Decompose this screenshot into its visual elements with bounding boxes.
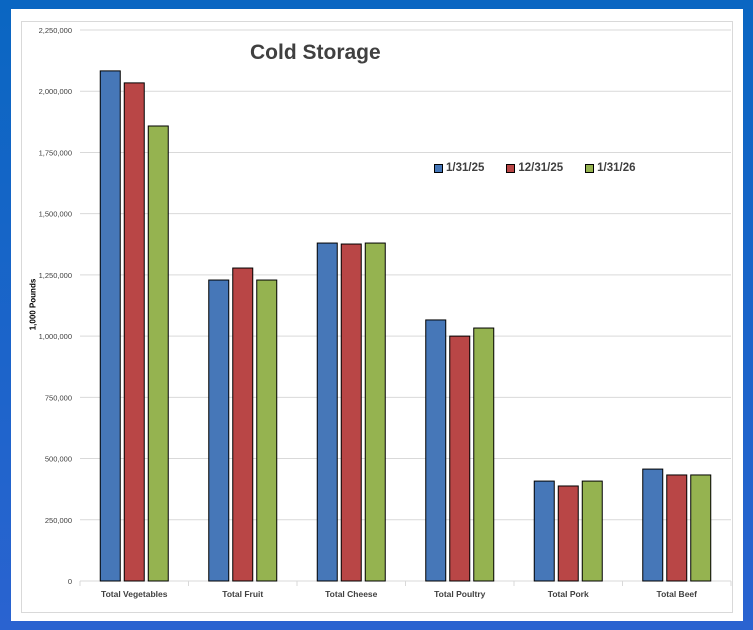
x-tick-label: Total Vegetables	[101, 589, 168, 599]
y-tick-label: 250,000	[45, 516, 72, 525]
y-tick-label: 2,250,000	[39, 26, 72, 35]
chart-area	[21, 21, 733, 613]
y-tick-label: 1,000,000	[39, 332, 72, 341]
x-tick-label: Total Cheese	[325, 589, 378, 599]
y-tick-label: 1,500,000	[39, 210, 72, 219]
legend-swatch	[506, 163, 516, 173]
legend-label: 12/31/25	[518, 162, 564, 174]
bar	[232, 267, 254, 582]
legend-label: 1/31/26	[597, 162, 636, 174]
bar	[364, 242, 386, 582]
y-tick-label: 500,000	[45, 455, 72, 464]
y-tick-label: 2,000,000	[39, 87, 72, 96]
bar	[316, 242, 338, 582]
legend-label: 1/31/25	[446, 162, 485, 174]
bar	[557, 485, 579, 582]
legend-swatch	[434, 163, 443, 173]
bar	[473, 327, 495, 582]
x-tick-label: Total Poultry	[434, 589, 486, 599]
x-tick-label: Total Pork	[548, 589, 589, 599]
bar	[147, 125, 169, 582]
legend-item: 1/31/26	[585, 162, 636, 174]
bar	[256, 279, 278, 582]
bar	[581, 480, 603, 582]
legend-item: 1/31/25	[434, 162, 484, 174]
bar	[533, 480, 555, 582]
bar	[642, 468, 664, 582]
x-tick-label: Total Beef	[657, 589, 698, 599]
bar	[666, 474, 688, 582]
legend: 1/31/25 12/31/25 1/31/26	[434, 162, 636, 174]
x-tick-label: Total Fruit	[222, 589, 263, 599]
bar	[123, 82, 145, 582]
y-tick-label: 1,250,000	[39, 271, 72, 280]
bar	[449, 335, 471, 582]
y-axis-label: 1,000 Pounds	[28, 278, 38, 331]
y-tick-label: 750,000	[45, 393, 72, 402]
legend-swatch	[585, 163, 595, 173]
bar	[690, 474, 712, 582]
legend-item: 12/31/25	[506, 162, 563, 174]
y-tick-label: 1,750,000	[39, 148, 72, 157]
bar	[340, 243, 362, 582]
y-tick-label: 0	[68, 577, 72, 586]
chart-title: Cold Storage	[250, 41, 381, 64]
bar	[99, 70, 121, 582]
bar	[208, 279, 230, 582]
bar	[425, 319, 447, 582]
